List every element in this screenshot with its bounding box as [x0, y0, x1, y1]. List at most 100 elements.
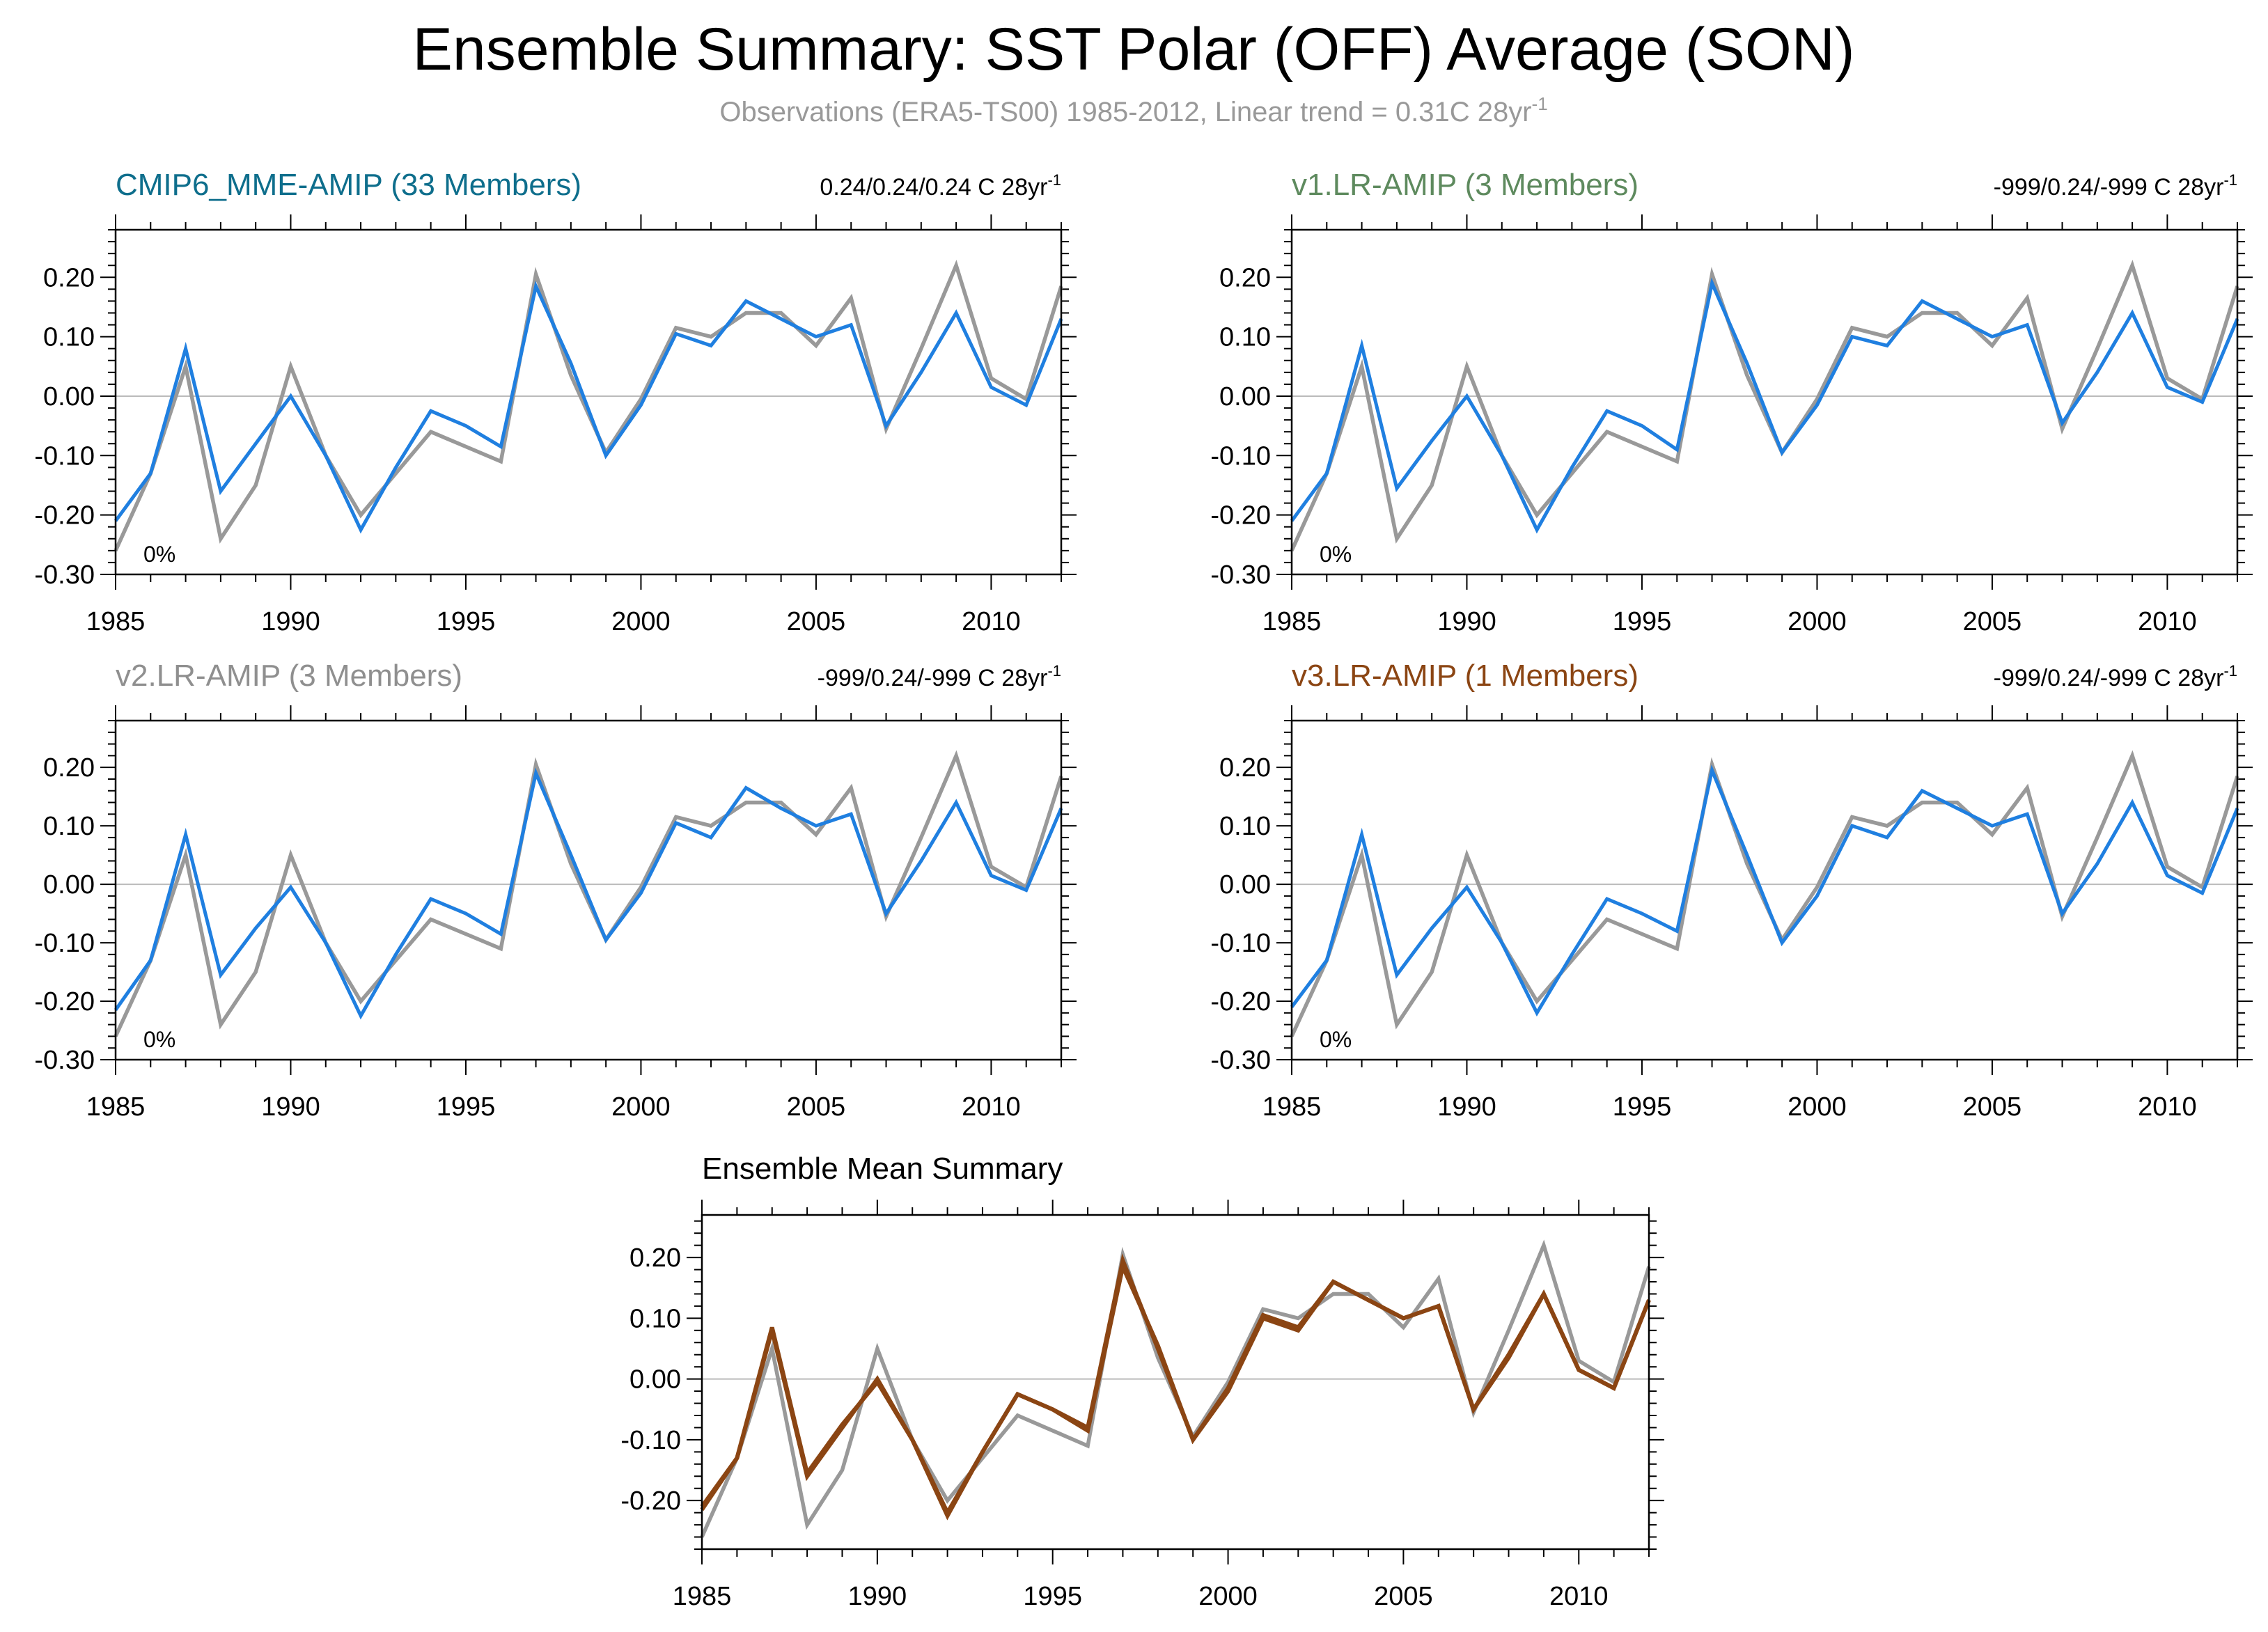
y-tick-label: -0.20: [34, 501, 95, 531]
x-tick-label: 1995: [1613, 607, 1672, 636]
panel-trend-value: -999/0.24/-999 C 28yr: [818, 665, 1048, 691]
x-tick-label: 1990: [261, 1092, 320, 1122]
panel-title: Ensemble Mean Summary: [702, 1152, 1063, 1186]
x-tick-label: 2000: [1198, 1582, 1258, 1611]
chart-panel-1: 1985 1990 1995 2000 2005 2010 0.20 0.10 0.00 -0.1…: [34, 168, 1077, 636]
y-tick-label: 0.00: [43, 382, 95, 411]
figure-subtitle-sup: -1: [1532, 93, 1548, 114]
series-line-model-2: [700, 1260, 1651, 1521]
x-tick-label: 1995: [437, 1092, 496, 1122]
chart-panel-4: 1985 1990 1995 2000 2005 2010 0.20 0.10 0.00 -0.1…: [1210, 659, 2253, 1122]
chart-panels: 1985 1990 1995 2000 2005 2010 0.20 0.10 0.00 -0.1…: [34, 168, 2253, 1611]
panel-title: CMIP6_MME-AMIP (33 Members): [116, 168, 581, 202]
figure-subtitle-text: Observations (ERA5-TS00) 1985-2012, Line…: [719, 97, 1531, 127]
panel-trend-sup: -1: [2223, 171, 2237, 189]
plot-frame: [114, 719, 1063, 1061]
plot-frame: [1290, 228, 2239, 576]
figure-title: Ensemble Summary: SST Polar (OFF) Averag…: [413, 16, 1855, 83]
panel-trend-value: 0.24/0.24/0.24 C 28yr: [820, 174, 1047, 201]
y-tick-label: -0.30: [1210, 560, 1271, 590]
panel-percent-annotation: 0%: [1320, 542, 1352, 567]
y-tick-label: -0.20: [1210, 501, 1271, 531]
x-tick-label: 2010: [1549, 1582, 1609, 1611]
panel-trend-sup: -1: [1047, 171, 1061, 189]
x-tick-label: 1990: [1437, 1092, 1496, 1122]
y-tick-label: -0.10: [1210, 929, 1271, 958]
y-tick-label: -0.30: [34, 1046, 95, 1075]
y-tick-label: 0.10: [629, 1304, 681, 1333]
panel-trend-sup: -1: [2223, 662, 2237, 680]
y-tick-label: 0.10: [1219, 323, 1271, 352]
y-tick-label: 0.00: [1219, 870, 1271, 900]
series-line-model: [1290, 277, 2239, 534]
x-tick-label: 2000: [1788, 607, 1847, 636]
x-tick-label: 2000: [611, 1092, 671, 1122]
x-tick-label: 1990: [848, 1582, 907, 1611]
y-tick-label: 0.00: [43, 870, 95, 900]
x-tick-label: 2010: [2138, 1092, 2197, 1122]
y-tick-label: 0.20: [43, 263, 95, 292]
x-tick-label: 1995: [1613, 1092, 1672, 1122]
y-tick-label: 0.20: [629, 1243, 681, 1273]
x-tick-label: 1990: [1437, 607, 1496, 636]
x-tick-label: 2005: [787, 607, 846, 636]
y-tick-label: -0.30: [34, 560, 95, 590]
panel-trend-sup: -1: [1047, 662, 1061, 680]
panel-trend-text: -999/0.24/-999 C 28yr-1: [1994, 662, 2237, 691]
x-tick-label: 1995: [1023, 1582, 1082, 1611]
x-tick-label: 1995: [437, 607, 496, 636]
y-tick-label: 0.10: [1219, 812, 1271, 841]
x-tick-label: 2000: [1788, 1092, 1847, 1122]
series-line-observations: [1290, 260, 2239, 552]
panel-trend-text: 0.24/0.24/0.24 C 28yr-1: [820, 171, 1061, 201]
panel-trend-value: -999/0.24/-999 C 28yr: [1994, 174, 2224, 201]
y-tick-label: -0.20: [620, 1486, 681, 1516]
plot-frame: [701, 1214, 1650, 1551]
x-tick-label: 2010: [2138, 607, 2197, 636]
x-tick-label: 1990: [261, 607, 320, 636]
panel-title: v3.LR-AMIP (1 Members): [1292, 659, 1639, 693]
chart-panel-3: 1985 1990 1995 2000 2005 2010 0.20 0.10 0.00 -0.1…: [34, 659, 1077, 1122]
panel-title: v1.LR-AMIP (3 Members): [1292, 168, 1639, 202]
x-tick-label: 2000: [611, 607, 671, 636]
x-tick-label: 1985: [1262, 1092, 1322, 1122]
x-tick-label: 2010: [962, 607, 1021, 636]
y-tick-label: -0.30: [1210, 1046, 1271, 1075]
y-tick-label: 0.00: [629, 1365, 681, 1395]
x-tick-label: 2005: [1963, 1092, 2022, 1122]
y-tick-label: 0.20: [1219, 753, 1271, 783]
plot-frame: [1290, 719, 2239, 1061]
x-tick-label: 2005: [1963, 607, 2022, 636]
y-tick-label: 0.20: [1219, 263, 1271, 292]
x-tick-label: 1985: [86, 607, 146, 636]
y-tick-label: -0.20: [34, 987, 95, 1017]
series-line-model: [1290, 764, 2239, 1017]
x-tick-label: 1985: [86, 1092, 146, 1122]
x-tick-label: 1985: [1262, 607, 1322, 636]
panel-percent-annotation: 0%: [1320, 1027, 1352, 1052]
y-tick-label: 0.10: [43, 812, 95, 841]
chart-panel-2: 1985 1990 1995 2000 2005 2010 0.20 0.10 0.00 -0.1…: [1210, 168, 2253, 636]
x-tick-label: 2010: [962, 1092, 1021, 1122]
y-tick-label: -0.10: [34, 441, 95, 471]
y-tick-label: 0.10: [43, 323, 95, 352]
series-line-model: [114, 281, 1063, 534]
y-tick-label: -0.20: [1210, 987, 1271, 1017]
plot-frame: [114, 228, 1063, 576]
panel-percent-annotation: 0%: [143, 542, 175, 567]
panel-trend-text: -999/0.24/-999 C 28yr-1: [1994, 171, 2237, 201]
x-tick-label: 2005: [1374, 1582, 1433, 1611]
y-tick-label: 0.00: [1219, 382, 1271, 411]
series-line-model: [114, 767, 1063, 1020]
figure-subtitle: Observations (ERA5-TS00) 1985-2012, Line…: [719, 93, 1547, 127]
x-tick-label: 2005: [787, 1092, 846, 1122]
panel-trend-value: -999/0.24/-999 C 28yr: [1994, 665, 2224, 691]
chart-panel-5: 1985 1990 1995 2000 2005 2010 0.20 0.10 0.00 -0.1…: [620, 1152, 1664, 1611]
y-tick-label: -0.10: [1210, 441, 1271, 471]
y-tick-label: -0.10: [34, 929, 95, 958]
panel-title: v2.LR-AMIP (3 Members): [116, 659, 462, 693]
x-tick-label: 1985: [673, 1582, 732, 1611]
panel-trend-text: -999/0.24/-999 C 28yr-1: [818, 662, 1061, 691]
panel-percent-annotation: 0%: [143, 1027, 175, 1052]
y-tick-label: -0.10: [620, 1426, 681, 1455]
